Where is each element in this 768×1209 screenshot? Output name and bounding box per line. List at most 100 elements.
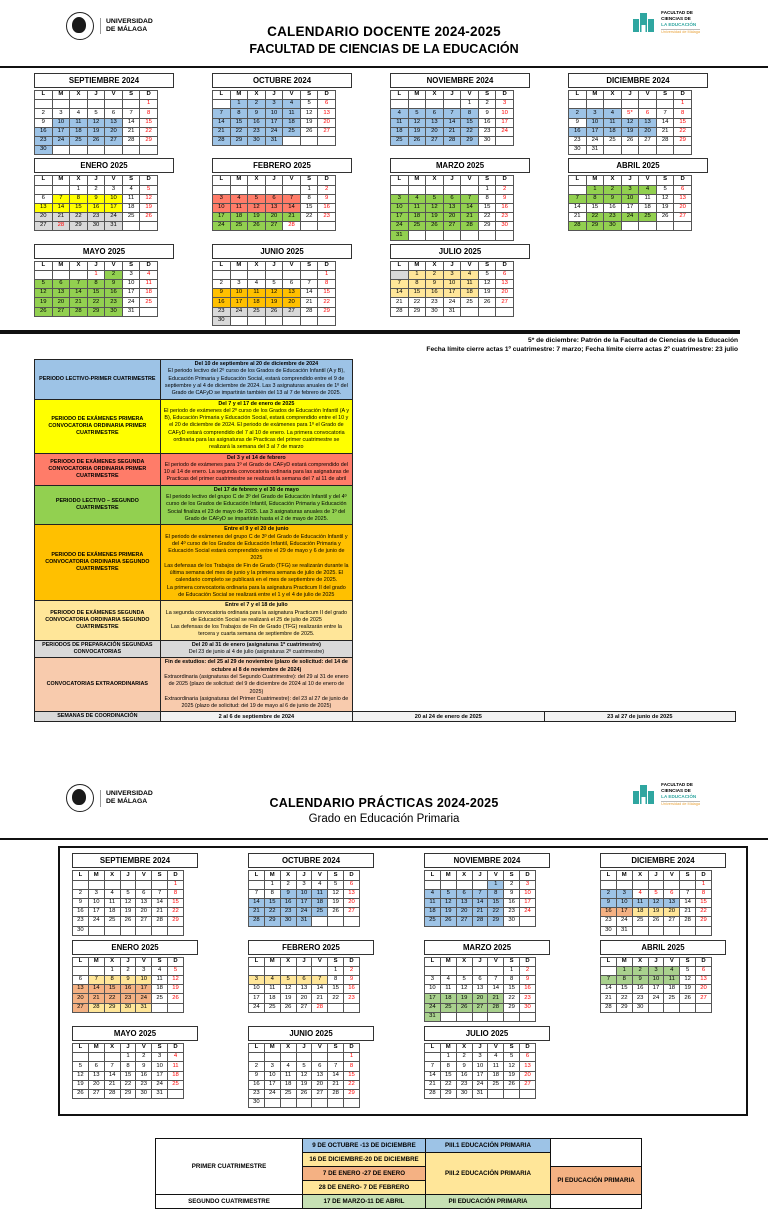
weekday-header: X [455, 956, 473, 967]
day-cell: 13 [663, 897, 681, 909]
day-cell: 22 [439, 1079, 457, 1090]
day-cell: 7 [487, 975, 505, 986]
day-cell: 31 [615, 925, 633, 936]
day-cell: 18 [487, 1070, 505, 1081]
day-cell: 12 [503, 1061, 521, 1072]
day-cell: 10 [295, 888, 313, 899]
day-cell: 24 [585, 135, 605, 147]
day-cell: 20 [663, 907, 681, 918]
day-cell: 24 [135, 993, 153, 1004]
day-cell: 5 [455, 975, 473, 986]
weekday-header: M [407, 260, 427, 271]
footnotes: 5* de diciembre: Patrón de la Facultad d… [0, 336, 768, 355]
empty-day-cell [87, 1052, 105, 1063]
month-grid: L M X J V S D 1 2 3 4 5 6 7 8 9 10 11 12 13 14 15 16 17 18 19 20 21… [248, 870, 360, 927]
weekday-header: X [455, 1043, 473, 1054]
empty-day-cell [167, 1088, 184, 1100]
day-cell: 5 [647, 888, 665, 899]
day-cell: 6 [264, 193, 284, 204]
day-cell: 6 [638, 108, 657, 119]
day-cell: 27 [673, 212, 692, 223]
day-cell: 10 [615, 897, 633, 909]
practicas-summary-table: PRIMER CUATRIMESTRE 9 DE OCTUBRE -13 DE … [155, 1138, 642, 1209]
day-cell: 27 [495, 297, 514, 308]
program-cell: PIII.1 EDUCACIÓN PRIMARIA [425, 1138, 551, 1154]
day-cell: 11 [103, 897, 121, 909]
legend-description: Fin de estudios: del 25 al 29 de noviemb… [159, 657, 354, 713]
weekday-header: X [69, 175, 88, 186]
day-cell: 8 [585, 193, 605, 204]
day-cell: 15 [487, 897, 505, 909]
day-cell: 1 [477, 184, 497, 195]
day-cell: 1 [460, 99, 479, 110]
day-cell: 19 [34, 297, 53, 308]
day-cell: 8 [439, 1061, 457, 1072]
day-cell: 19 [679, 984, 697, 995]
day-cell: 12 [439, 897, 457, 909]
empty-day-cell [119, 879, 137, 890]
day-cell: 29 [167, 916, 184, 927]
day-cell: 4 [631, 888, 649, 899]
day-cell: 13 [317, 108, 336, 119]
day-cell: 3 [229, 278, 249, 290]
day-cell: 28 [311, 1002, 329, 1013]
day-cell: 8 [119, 1061, 137, 1072]
day-cell: 27 [104, 135, 123, 147]
day-cell: 3 [471, 1052, 489, 1063]
weekday-header: M [51, 175, 71, 186]
day-cell: 24 [151, 1079, 169, 1090]
weekday-header: M [229, 89, 249, 101]
day-cell: 9 [495, 193, 514, 204]
day-cell: 4 [487, 1052, 505, 1063]
weekday-header: X [455, 870, 473, 881]
day-cell: 9 [631, 975, 649, 986]
weekday-header: X [103, 956, 121, 967]
day-cell: 22 [407, 297, 427, 308]
legend-row: PERIODO LECTIVO-PRIMER CUATRIMESTRE Del 1… [34, 359, 736, 400]
day-cell: 22 [299, 212, 319, 223]
legend-text-line: Fin de estudios: del 25 al 29 de noviemb… [164, 659, 348, 673]
day-cell: 5 [86, 108, 106, 119]
day-cell: 31 [135, 1002, 153, 1013]
month-calendar: FEBRERO 2025 L M X J V S D 1 2 3 4 5 6 7 8 9 10 11 12 13 14 15… [248, 939, 374, 1022]
day-cell: 26 [119, 916, 137, 927]
weekday-header: M [439, 870, 457, 881]
day-cell: 28 [471, 916, 489, 927]
weekday-header: L [72, 870, 89, 881]
day-cell: 9 [86, 193, 106, 204]
weekday-header: L [390, 175, 409, 186]
day-cell: 14 [460, 202, 479, 214]
empty-day-cell [695, 1002, 712, 1013]
day-cell: 27 [72, 1002, 89, 1013]
day-cell: 3 [585, 108, 605, 119]
empty-day-cell [263, 1098, 281, 1109]
day-cell: 18 [439, 993, 457, 1004]
day-cell: 5 [72, 1061, 89, 1072]
day-cell: 7 [600, 975, 617, 986]
month-calendar: MARZO 2025 L M X J V S D 1 2 3 4 5 6 7 8 9 10 11 12 13 14 15 16… [390, 158, 530, 241]
empty-day-cell [282, 184, 301, 195]
empty-day-cell [51, 99, 71, 110]
day-cell: 3 [87, 888, 105, 899]
weekday-header: L [424, 956, 441, 967]
day-cell: 11 [247, 288, 266, 299]
day-cell: 8 [317, 278, 336, 290]
day-cell: 27 [317, 126, 336, 137]
weekday-header: S [477, 89, 497, 101]
day-cell: 30 [248, 1098, 265, 1109]
legend-text-line: Del 17 de febrero y el 30 de mayo [213, 486, 299, 493]
day-cell: 9 [425, 278, 444, 290]
day-cell: 4 [139, 269, 158, 281]
day-cell: 11 [311, 888, 329, 899]
month-grid: L M X J V S D 1 2 3 4 5 6 7 8 9 10 11 12 13 14 15 16 17 18 19 20 21… [34, 89, 158, 156]
day-cell: 8 [460, 108, 479, 119]
day-cell: 30 [477, 135, 497, 147]
day-cell: 28 [282, 221, 301, 232]
weekday-header: L [568, 89, 587, 101]
legend-text-line: Extraordinaria (asignaturas del Primer C… [164, 695, 349, 710]
empty-day-cell [212, 184, 231, 195]
empty-day-cell [212, 99, 231, 110]
coordination-week: 20 al 24 de enero de 2025 [352, 711, 545, 723]
fac2-line1: FACULTAD DE [661, 782, 693, 788]
weekday-header: J [86, 89, 106, 101]
